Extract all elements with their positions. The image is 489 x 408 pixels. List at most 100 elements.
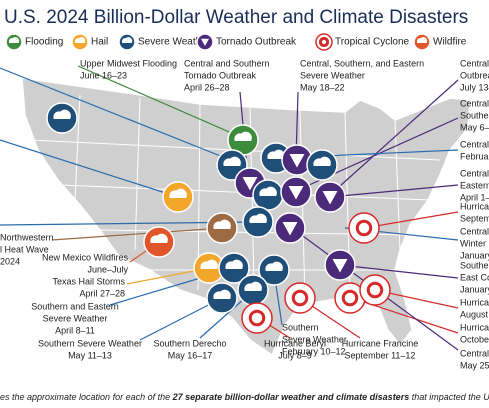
callout-label: Februar [460, 151, 489, 161]
callout-label: Texas Hail Storms [52, 276, 125, 286]
icon-glyph [259, 186, 277, 196]
callout-label: New Mexico Wildfires [42, 252, 129, 262]
disaster-icon [242, 206, 274, 238]
disaster-icon [334, 282, 366, 314]
callout-label: February 10–12 [282, 346, 346, 356]
callout-label: Hurrica [460, 297, 489, 307]
legend-label: Hail [91, 37, 108, 48]
callout-label: May 25– [460, 360, 489, 370]
icon-circle [348, 212, 380, 244]
disaster-icon [306, 149, 338, 181]
callout-label: Outbrea [460, 70, 489, 80]
icon-glyph [53, 109, 71, 119]
callout-label: Southern Severe Weather [38, 338, 142, 348]
icon-glyph [242, 177, 258, 191]
callout-label: Central [460, 168, 489, 178]
callout-label: Octobe [460, 334, 489, 344]
callout-label: Central [460, 98, 489, 108]
icon-glyph [341, 289, 359, 307]
callout-label: Southea [460, 110, 489, 120]
icon-glyph [200, 259, 218, 269]
icon-glyph [223, 156, 241, 166]
callout-label: April 26–28 [184, 82, 230, 92]
disaster-icon [46, 102, 78, 134]
disaster-icon [281, 144, 313, 176]
callout-label: Hurricane Francine [342, 338, 419, 348]
icon-glyph [248, 309, 266, 327]
disaster-icon [162, 181, 194, 213]
disaster-icon [284, 282, 316, 314]
callout-label: Tornado Outbreak [184, 70, 257, 80]
callout-label: Southern [282, 322, 319, 332]
icon-glyph [288, 186, 304, 200]
leader-line [339, 264, 459, 279]
footer-text: that impacted the United [409, 392, 489, 402]
disaster-icon [206, 282, 238, 314]
icon-glyph [234, 131, 252, 141]
callout-label: Hurrican [460, 201, 489, 211]
icon-glyph [265, 261, 283, 271]
callout-label: May 6– [460, 122, 489, 132]
callout-label: East Co [460, 272, 489, 282]
disaster-icon [359, 274, 391, 306]
disaster-icon [280, 176, 312, 208]
icon-glyph [332, 259, 348, 273]
callout-label: Winter S [460, 238, 489, 248]
callout-label: June 16–23 [80, 70, 127, 80]
icon-circle [284, 282, 316, 314]
legend-label: Wildfire [433, 37, 467, 48]
legend-label: Tropical Cyclone [335, 37, 410, 48]
callout-label: Southern Derecho [153, 338, 226, 348]
callout-label: April 27–28 [79, 288, 125, 298]
disaster-icon [143, 226, 175, 258]
icon-glyph [322, 191, 338, 205]
icon-glyph [225, 259, 243, 269]
callout-label: Hurricane Beryl [264, 338, 326, 348]
callout-label: Central [460, 139, 489, 149]
leader-line [51, 227, 223, 241]
disaster-icon [196, 33, 214, 51]
title: U.S. 2024 Billion-Dollar Weather and Cli… [4, 7, 468, 28]
callout-label: Central and Southern [184, 58, 270, 68]
leader-line [329, 79, 459, 196]
disaster-icon [274, 212, 306, 244]
callout-label: Central [460, 348, 489, 358]
leader-line [77, 65, 244, 139]
icon-glyph [249, 213, 267, 223]
legend-label: Tornado Outbreak [216, 37, 297, 48]
callout-label: l Heat Wave [0, 244, 49, 254]
callout-label: 2024 [0, 256, 20, 266]
icon-glyph [355, 219, 373, 237]
callout-label: January [460, 250, 489, 260]
icon-glyph [8, 37, 20, 43]
callout-label: Southern and Eastern [31, 301, 119, 311]
disaster-icon [71, 33, 89, 51]
legend-label: Flooding [25, 37, 63, 48]
leader-line [329, 184, 459, 198]
callout-label: July 13– [460, 82, 489, 92]
footer-bold: 27 separate billion-dollar weather and c… [172, 392, 410, 402]
icon-glyph [201, 38, 209, 46]
callout-label: Severe Weather [43, 313, 108, 323]
callout-label: January [460, 284, 489, 294]
callout-label: May 16–17 [168, 350, 213, 360]
icon-glyph [313, 156, 331, 166]
callout-label: Central, [460, 226, 489, 236]
callout-label: May 18–22 [300, 82, 345, 92]
callout-label: April 1– [460, 192, 489, 202]
callout-label: June–July [87, 264, 128, 274]
callout-label: May 11–13 [68, 350, 112, 360]
icon-glyph [150, 233, 168, 243]
leader-line [0, 67, 244, 166]
callout-label: August [460, 309, 489, 319]
leader-line [0, 139, 179, 198]
disaster-icon [206, 212, 238, 244]
icon-circle [359, 274, 391, 306]
icon-circle [315, 33, 333, 51]
icon-glyph [318, 36, 330, 48]
icon-glyph [289, 154, 305, 168]
disaster-icon [237, 274, 269, 306]
callout-label: Northwestern [0, 232, 54, 242]
icon-glyph [366, 281, 384, 299]
